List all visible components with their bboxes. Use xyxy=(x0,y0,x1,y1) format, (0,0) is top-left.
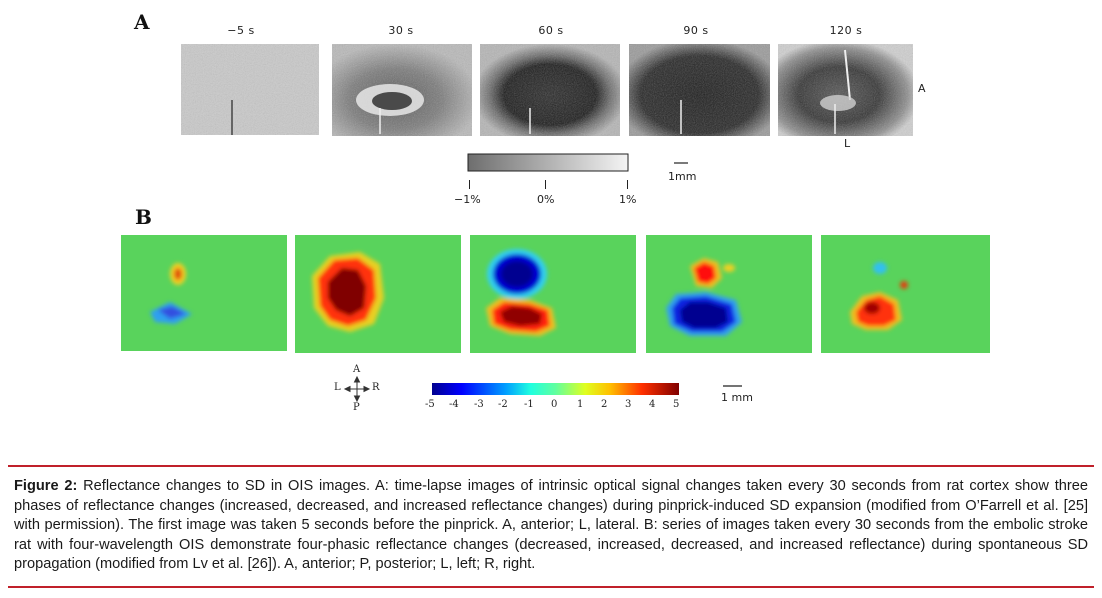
colorbar-b-tick-labels: -5 -4 -3 -2 -1 0 1 2 3 4 5 xyxy=(0,399,1102,413)
ois-map-5 xyxy=(821,235,990,353)
ois-map-3 xyxy=(470,235,636,353)
caption-label: Figure 2: xyxy=(14,478,78,494)
ois-image-120 xyxy=(778,44,913,136)
time-label-90: 90 s xyxy=(683,24,709,37)
time-label-60: 60 s xyxy=(538,24,564,37)
colorbar-a-tick-right xyxy=(627,180,628,189)
ois-image-30 xyxy=(332,44,472,136)
colorbar-b-tick: 0 xyxy=(551,399,558,410)
anterior-label: A xyxy=(918,82,926,95)
colorbar-b-tick: -3 xyxy=(474,399,484,410)
caption-top-rule xyxy=(8,465,1094,467)
orientation-left-label: L xyxy=(334,382,341,393)
colorbar-a-label-1: 1% xyxy=(619,193,637,206)
panel-a-letter: A xyxy=(134,10,150,34)
time-label-minus5: −5 s xyxy=(227,24,255,37)
colorbar-b-tick: 1 xyxy=(577,399,584,410)
ois-map-2 xyxy=(295,235,461,353)
colorbar-a-tick-left xyxy=(469,180,470,189)
panel-a-images xyxy=(181,44,913,172)
colorbar-b-tick: -4 xyxy=(449,399,459,410)
orientation-right-label: R xyxy=(372,382,380,393)
colorbar-b-tick: 2 xyxy=(601,399,608,410)
time-label-30: 30 s xyxy=(388,24,414,37)
caption-bottom-rule xyxy=(8,586,1094,588)
colorbar-a-label-0: 0% xyxy=(537,193,555,206)
panel-b-letter: B xyxy=(135,205,152,229)
panel-b-scale-label: 1 mm xyxy=(721,391,753,404)
colorbar-b-tick: -5 xyxy=(425,399,435,410)
ois-image-minus5 xyxy=(181,44,319,135)
panel-b-colorbar xyxy=(432,383,679,395)
colorbar-b-tick: 3 xyxy=(625,399,632,410)
orientation-up-label: A xyxy=(353,364,361,375)
colorbar-b-tick: -1 xyxy=(524,399,534,410)
colorbar-a-label-minus1: −1% xyxy=(454,193,481,206)
colorbar-b-tick: 4 xyxy=(649,399,656,410)
time-label-120: 120 s xyxy=(829,24,863,37)
panel-b-images xyxy=(121,235,990,403)
orientation-down-label: P xyxy=(353,402,360,413)
panel-a-scale-label: 1mm xyxy=(668,170,697,183)
lateral-label: L xyxy=(844,137,851,150)
caption-text: Reflectance changes to SD in OIS images.… xyxy=(14,478,1088,573)
ois-map-1 xyxy=(121,235,287,351)
colorbar-b-tick: -2 xyxy=(498,399,508,410)
panel-a-colorbar xyxy=(467,153,629,172)
ois-map-4 xyxy=(646,235,812,353)
ois-image-90 xyxy=(629,44,770,136)
ois-image-60 xyxy=(480,44,620,136)
colorbar-b-tick: 5 xyxy=(673,399,680,410)
orientation-compass xyxy=(343,375,371,403)
colorbar-a-tick-mid xyxy=(545,180,546,189)
figure-caption: Figure 2: Reflectance changes to SD in O… xyxy=(14,477,1088,575)
